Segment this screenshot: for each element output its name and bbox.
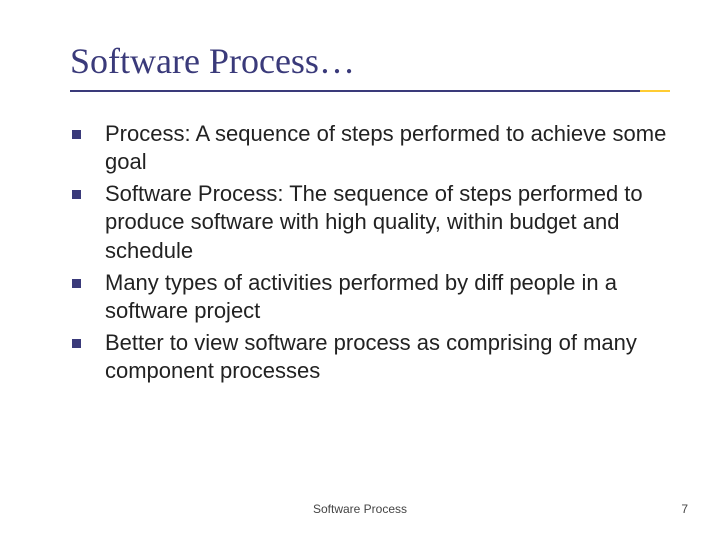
footer-label: Software Process [0,502,720,516]
slide-title: Software Process… [70,40,680,82]
square-bullet-icon [72,279,81,288]
square-bullet-icon [72,339,81,348]
bullet-text: Process: A sequence of steps performed t… [105,120,680,176]
list-item: Process: A sequence of steps performed t… [72,120,680,176]
square-bullet-icon [72,190,81,199]
slide-content: Process: A sequence of steps performed t… [70,120,680,385]
bullet-text: Many types of activities performed by di… [105,269,680,325]
list-item: Many types of activities performed by di… [72,269,680,325]
slide: Software Process… Process: A sequence of… [0,0,720,540]
list-item: Better to view software process as compr… [72,329,680,385]
bullet-text: Software Process: The sequence of steps … [105,180,680,264]
bullet-text: Better to view software process as compr… [105,329,680,385]
page-number: 7 [681,502,688,516]
list-item: Software Process: The sequence of steps … [72,180,680,264]
title-underline [70,90,670,92]
square-bullet-icon [72,130,81,139]
